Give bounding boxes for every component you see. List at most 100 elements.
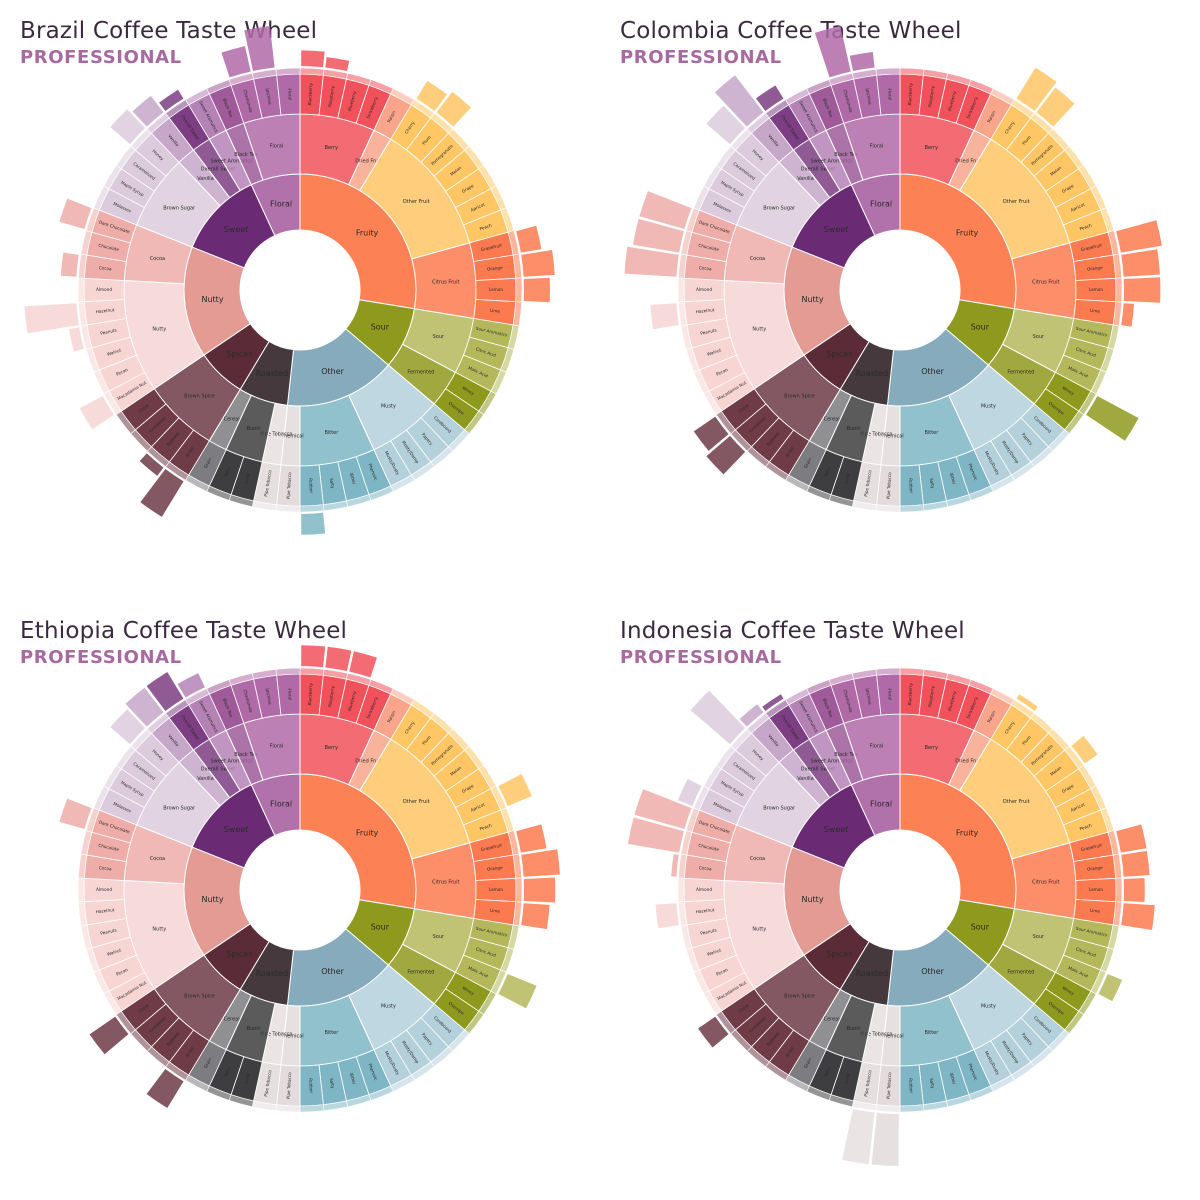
flavor-jasmine-intensity-bar[interactable] [244, 26, 275, 71]
subcategory-cereal-label: Cereal [224, 1016, 240, 1022]
flavor-cocoa-intensity-bar[interactable] [624, 246, 679, 277]
flavor-almond-label: Almond [96, 887, 112, 892]
flavor-blackberry-intensity-bar[interactable] [301, 645, 326, 668]
flavor-grapefruit-intensity-bar[interactable] [1116, 220, 1162, 253]
flavor-grapefruit-intensity-bar[interactable] [516, 225, 542, 253]
flavor-pipe-tobacco-intensity-bar[interactable] [842, 1109, 875, 1165]
subcategory-dried-fruit-label: Dried Fruit [955, 159, 981, 165]
flavor-anise-intensity-bar[interactable] [140, 469, 184, 517]
flavor-pipe-tobacco-label: Pipe Tobacco [886, 472, 892, 500]
flavor-hazelnut-label: Hazelnut [96, 307, 115, 314]
flavor-hazelnut-intensity-bar[interactable] [650, 303, 679, 330]
flavor-anise-intensity-bar[interactable] [146, 1069, 184, 1108]
flavor-dark-chocolate-intensity-bar[interactable] [59, 798, 92, 829]
flavor-overall-sweet-intensity-bar[interactable] [146, 672, 184, 711]
flavor-jasmine-intensity-bar[interactable] [849, 51, 875, 71]
flavor-molasses-intensity-bar[interactable] [677, 778, 702, 807]
flavor-malic-acid-intensity-bar[interactable] [1098, 973, 1123, 1002]
flavor-raspberry-intensity-bar[interactable] [325, 646, 352, 671]
flavor-apricot-label: Apricot [470, 202, 486, 213]
flavor-macadamia-nut-intensity-bar[interactable] [79, 395, 114, 430]
flavor-clove-intensity-bar[interactable] [698, 1016, 729, 1048]
flavor-sweet-aromatics-intensity-bar[interactable] [177, 673, 205, 698]
flavor-cinnamon-intensity-bar[interactable] [706, 435, 746, 475]
subcategory-brown-spice-label: Brown Spice [184, 393, 215, 399]
flavor-chocolate-intensity-bar[interactable] [627, 817, 684, 853]
flavor-raspberry-intensity-bar[interactable] [325, 57, 350, 71]
flavor-lemon-intensity-bar[interactable] [1123, 878, 1145, 902]
flavor-nutmeg-intensity-bar[interactable] [139, 453, 164, 476]
flavor-jasmine-label: Jasmine [265, 687, 273, 705]
subcategory-cereal-label: Cereal [824, 416, 840, 422]
flavor-lime-intensity-bar[interactable] [1121, 903, 1155, 930]
flavor-hazelnut-intensity-bar[interactable] [24, 303, 79, 334]
flavor-chamomile-label: Chamomile [842, 689, 853, 714]
flavor-winey-intensity-bar[interactable] [1086, 395, 1139, 441]
flavor-cherry-intensity-bar[interactable] [1016, 67, 1057, 111]
flavor-dark-chocolate-intensity-bar[interactable] [634, 789, 692, 829]
flavor-clove-intensity-bar[interactable] [693, 416, 729, 451]
flavor-dark-chocolate-intensity-bar[interactable] [639, 191, 692, 229]
category-roasted-label: Roasted [256, 969, 288, 978]
flavor-raisin-label: Raisin [386, 110, 396, 124]
flavor-cocoa-intensity-bar[interactable] [60, 252, 79, 277]
flavor-orange-intensity-bar[interactable] [1121, 249, 1160, 277]
flavor-cherry-intensity-bar[interactable] [1016, 694, 1038, 711]
flavor-plum-intensity-bar[interactable] [1036, 87, 1075, 127]
flavor-chamomile-intensity-bar[interactable] [814, 25, 851, 78]
flavor-blackberry-intensity-bar[interactable] [301, 50, 325, 68]
flavor-orange-intensity-bar[interactable] [521, 849, 560, 877]
flavor-apricot-intensity-bar[interactable] [498, 774, 532, 807]
taste-wheel-chart: Fruity Berry Blackberry Raspberry Blueberry S… [624, 25, 1162, 513]
flavor-vanilla-intensity-bar[interactable] [132, 95, 164, 127]
flavor-blueberry-label: Blueberry [347, 90, 357, 111]
flavor-lemon-intensity-bar[interactable] [523, 877, 556, 903]
flavor-overall-sweet-intensity-bar[interactable] [762, 694, 784, 711]
flavor-grapefruit-intensity-bar[interactable] [516, 824, 547, 853]
flavor-honey-intensity-bar[interactable] [706, 105, 746, 145]
flavor-lime-intensity-bar[interactable] [521, 903, 550, 930]
flavor-vanilla-intensity-bar[interactable] [125, 687, 164, 727]
flavor-dark-chocolate-intensity-bar[interactable] [59, 198, 92, 229]
flavor-cherry-intensity-bar[interactable] [416, 80, 448, 111]
flavor-walnut-label: Walnut [706, 947, 722, 956]
flavor-acrid-label: Acrid [243, 473, 251, 485]
flavor-pipe-tobacco-intensity-bar[interactable] [871, 1112, 899, 1166]
flavor-honey-intensity-bar[interactable] [110, 109, 146, 145]
flavor-peanuts-intensity-bar[interactable] [68, 327, 84, 352]
flavor-overall-sweet-intensity-bar[interactable] [159, 89, 184, 111]
flavor-clove-intensity-bar[interactable] [89, 1016, 129, 1055]
flavor-chocolate-intensity-bar[interactable] [633, 218, 684, 253]
taste-wheel-panel: Brazil Coffee Taste Wheel PROFESSIONAL Fru… [0, 0, 600, 600]
flavor-winey-label: Winey [1061, 985, 1075, 996]
flavor-malic-acid-intensity-bar[interactable] [498, 973, 537, 1009]
flavor-rubber-intensity-bar[interactable] [301, 512, 326, 535]
flavor-orange-label: Orange [487, 265, 503, 272]
flavor-lemon-intensity-bar[interactable] [523, 277, 551, 303]
flavor-orange-intensity-bar[interactable] [1121, 850, 1150, 877]
flavor-lemon-intensity-bar[interactable] [1123, 277, 1161, 303]
flavor-lime-intensity-bar[interactable] [1121, 303, 1134, 327]
subcategory-brown-sugar-label: Brown Sugar [763, 806, 796, 812]
flavor-cocoa-intensity-bar[interactable] [671, 854, 679, 877]
flavor-blackberry-label: Blackberry [307, 682, 313, 705]
flavor-honey-intensity-bar[interactable] [110, 709, 146, 745]
flavor-plum-intensity-bar[interactable] [436, 91, 471, 127]
flavor-honey-intensity-bar[interactable] [690, 690, 746, 745]
flavor-vanilla-intensity-bar[interactable] [739, 704, 764, 727]
subcategory-brown-sugar-label: Brown Sugar [163, 806, 196, 812]
flavor-grapefruit-intensity-bar[interactable] [1116, 824, 1147, 853]
flavor-blueberry-intensity-bar[interactable] [349, 651, 377, 678]
flavor-vanilla-intensity-bar[interactable] [714, 75, 764, 127]
subcategory-dried-fruit-label: Dried Fruit [355, 159, 381, 165]
flavor-melon-intensity-bar[interactable] [1071, 735, 1098, 764]
flavor-orange-intensity-bar[interactable] [521, 250, 555, 277]
flavor-clove-label: Clove [737, 402, 750, 413]
subcategory-citrus-fruit-label: Citrus Fruit [432, 280, 459, 286]
flavor-overall-sweet-intensity-bar[interactable] [756, 85, 784, 111]
flavor-pipe-tobacco-label: Pipe Tobacco [263, 469, 272, 497]
flavor-chamomile-intensity-bar[interactable] [221, 46, 251, 78]
flavor-hazelnut-intensity-bar[interactable] [655, 903, 679, 929]
flavor-acrid-label: Acrid [843, 1073, 851, 1085]
category-sour-label: Sour [971, 922, 990, 931]
